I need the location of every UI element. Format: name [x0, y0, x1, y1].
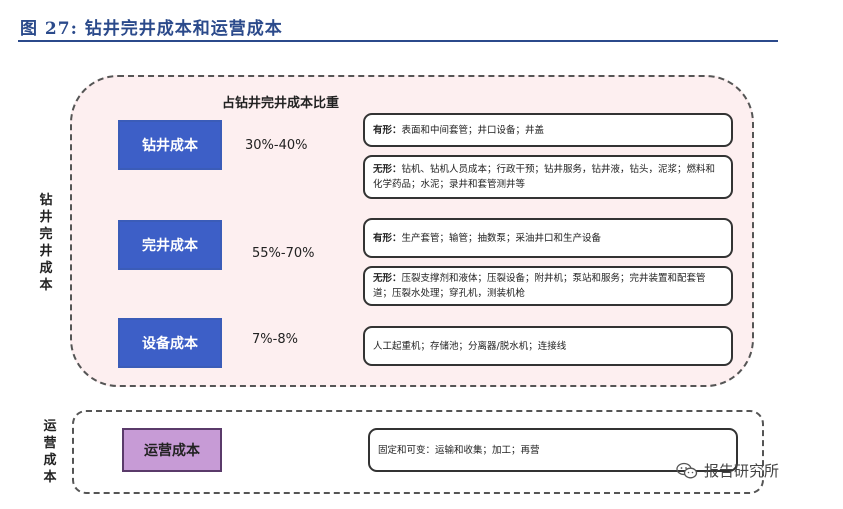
detail-equipment: 人工起重机；存储池；分离器/脱水机；连接线	[363, 326, 733, 366]
ratio-completion-cost: 55%-70%	[252, 246, 315, 261]
category-equipment-cost: 设备成本	[118, 318, 222, 368]
detail-text: 压裂支撑剂和液体；压裂设备；附井机；泵站和服务；完井装置和配套管道；压裂水处理；…	[373, 273, 706, 299]
drilling-side-label: 钻井完井成本	[36, 192, 56, 294]
detail-completion-tangible: 有形：生产套管；输管；抽数泵；采油井口和生产设备	[363, 218, 733, 258]
detail-label: 无形：	[373, 164, 402, 175]
ratio-drilling-cost: 30%-40%	[245, 138, 308, 153]
figure-title-bar: 图 27: 钻井完井成本和运营成本	[18, 10, 778, 42]
detail-text: 钻机、钻机人员成本；行政干预；钻井服务，钻井液，钻头，泥浆；燃料和化学药品；水泥…	[373, 164, 716, 190]
category-label: 完井成本	[142, 238, 198, 254]
detail-completion-intangible: 无形：压裂支撑剂和液体；压裂设备；附井机；泵站和服务；完井装置和配套管道；压裂水…	[363, 266, 733, 306]
detail-text: 人工起重机；存储池；分离器/脱水机；连接线	[373, 340, 567, 352]
category-operating-cost: 运营成本	[122, 428, 222, 472]
category-label: 钻井成本	[142, 138, 198, 154]
drilling-side-label-text: 钻井完井成本	[39, 193, 53, 293]
detail-label: 有形：	[373, 232, 402, 244]
detail-drilling-tangible: 有形：表面和中间套管；井口设备；井盖	[363, 113, 733, 147]
detail-text: 固定和可变：运输和收集；加工；再营	[378, 444, 540, 456]
operations-side-label-text: 运营成本	[43, 419, 57, 485]
detail-label: 无形：	[373, 273, 402, 284]
ratio-header: 占钻井完井成本比重	[222, 96, 340, 111]
detail-text: 生产套管；输管；抽数泵；采油井口和生产设备	[401, 232, 602, 244]
category-label: 设备成本	[142, 336, 198, 352]
watermark: 报告研究所	[676, 460, 779, 481]
category-label: 运营成本	[144, 443, 200, 459]
detail-drilling-intangible: 无形：钻机、钻机人员成本；行政干预；钻井服务，钻井液，钻头，泥浆；燃料和化学药品…	[363, 155, 733, 199]
category-completion-cost: 完井成本	[118, 220, 222, 270]
figure-title: 图 27: 钻井完井成本和运营成本	[20, 19, 283, 39]
operations-side-label: 运营成本	[40, 418, 60, 486]
wechat-icon	[676, 462, 698, 478]
detail-text: 表面和中间套管；井口设备；井盖	[401, 124, 545, 136]
detail-operating: 固定和可变：运输和收集；加工；再营	[368, 428, 738, 472]
category-drilling-cost: 钻井成本	[118, 120, 222, 170]
detail-label: 有形：	[373, 124, 402, 136]
watermark-text: 报告研究所	[704, 462, 780, 480]
ratio-equipment-cost: 7%-8%	[252, 332, 298, 347]
